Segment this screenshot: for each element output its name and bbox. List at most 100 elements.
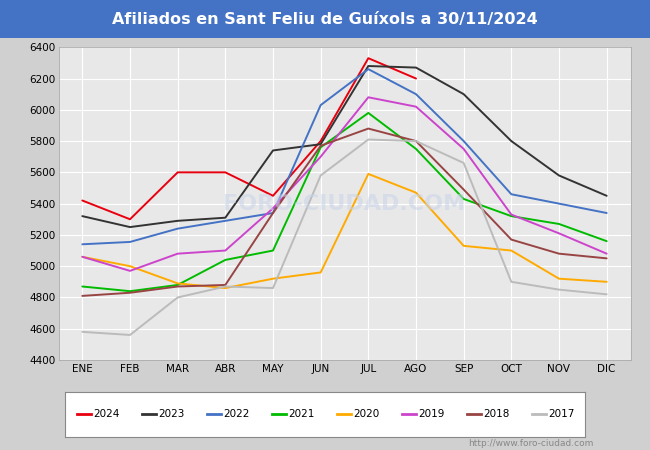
2017 bbox=[460, 160, 467, 166]
2018 bbox=[174, 284, 181, 289]
Line: 2022: 2022 bbox=[83, 69, 606, 244]
2021 bbox=[269, 248, 277, 253]
2021 bbox=[222, 257, 229, 263]
2018 bbox=[412, 138, 420, 144]
Line: 2021: 2021 bbox=[83, 113, 606, 291]
2021 bbox=[412, 146, 420, 152]
2022 bbox=[126, 239, 134, 245]
Line: 2018: 2018 bbox=[83, 129, 606, 296]
2022 bbox=[508, 192, 515, 197]
2018 bbox=[508, 237, 515, 242]
2023 bbox=[555, 173, 563, 178]
2017 bbox=[412, 138, 420, 144]
2024 bbox=[412, 76, 420, 81]
2021 bbox=[603, 238, 610, 244]
2022 bbox=[174, 226, 181, 231]
2021 bbox=[508, 213, 515, 219]
Line: 2023: 2023 bbox=[83, 66, 606, 227]
2021 bbox=[365, 110, 372, 116]
2021 bbox=[460, 196, 467, 202]
Text: 2017: 2017 bbox=[549, 409, 575, 419]
2022 bbox=[603, 210, 610, 216]
2019 bbox=[508, 212, 515, 217]
2019 bbox=[317, 154, 324, 159]
2024 bbox=[365, 55, 372, 61]
Line: 2019: 2019 bbox=[83, 97, 606, 271]
2021 bbox=[126, 288, 134, 294]
2024 bbox=[79, 198, 86, 203]
2020 bbox=[460, 243, 467, 248]
2018 bbox=[365, 126, 372, 131]
Line: 2024: 2024 bbox=[83, 58, 416, 219]
2018 bbox=[126, 290, 134, 296]
Text: 2020: 2020 bbox=[354, 409, 380, 419]
2023 bbox=[603, 193, 610, 198]
2022 bbox=[460, 138, 467, 144]
2018 bbox=[603, 256, 610, 261]
2023 bbox=[126, 225, 134, 230]
2022 bbox=[269, 210, 277, 216]
2023 bbox=[222, 215, 229, 220]
2021 bbox=[174, 282, 181, 288]
2020 bbox=[555, 276, 563, 281]
2019 bbox=[126, 268, 134, 274]
Text: 2018: 2018 bbox=[484, 409, 510, 419]
2024 bbox=[222, 170, 229, 175]
2017 bbox=[126, 332, 134, 338]
2017 bbox=[365, 137, 372, 142]
Line: 2017: 2017 bbox=[83, 140, 606, 335]
2024 bbox=[269, 193, 277, 198]
2021 bbox=[555, 221, 563, 227]
2023 bbox=[460, 91, 467, 97]
2022 bbox=[555, 201, 563, 206]
Line: 2020: 2020 bbox=[83, 174, 606, 288]
2022 bbox=[222, 218, 229, 224]
2017 bbox=[603, 292, 610, 297]
2023 bbox=[508, 138, 515, 144]
2023 bbox=[365, 63, 372, 69]
2022 bbox=[317, 103, 324, 108]
Text: 2021: 2021 bbox=[289, 409, 315, 419]
2019 bbox=[222, 248, 229, 253]
2017 bbox=[269, 285, 277, 291]
2022 bbox=[79, 242, 86, 247]
Text: 2024: 2024 bbox=[94, 409, 120, 419]
2017 bbox=[317, 173, 324, 178]
2023 bbox=[317, 141, 324, 147]
2024 bbox=[174, 170, 181, 175]
2020 bbox=[365, 171, 372, 176]
2018 bbox=[79, 293, 86, 299]
2021 bbox=[79, 284, 86, 289]
2023 bbox=[174, 218, 181, 224]
Text: 2023: 2023 bbox=[159, 409, 185, 419]
2020 bbox=[269, 276, 277, 281]
2019 bbox=[603, 251, 610, 256]
Text: http://www.foro-ciudad.com: http://www.foro-ciudad.com bbox=[468, 439, 593, 448]
2020 bbox=[174, 281, 181, 286]
2018 bbox=[460, 187, 467, 192]
2018 bbox=[555, 251, 563, 256]
2020 bbox=[603, 279, 610, 284]
2018 bbox=[222, 282, 229, 288]
2019 bbox=[460, 146, 467, 152]
2022 bbox=[365, 67, 372, 72]
2024 bbox=[317, 138, 324, 144]
2019 bbox=[555, 231, 563, 236]
2019 bbox=[269, 206, 277, 211]
2017 bbox=[508, 279, 515, 284]
2019 bbox=[365, 94, 372, 100]
2023 bbox=[269, 148, 277, 153]
2022 bbox=[412, 91, 420, 97]
Text: Afiliados en Sant Feliu de Guíxols a 30/11/2024: Afiliados en Sant Feliu de Guíxols a 30/… bbox=[112, 12, 538, 27]
Text: 2019: 2019 bbox=[419, 409, 445, 419]
2017 bbox=[79, 329, 86, 334]
2018 bbox=[269, 210, 277, 216]
2018 bbox=[317, 143, 324, 148]
Text: FORO-CIUDAD.COM: FORO-CIUDAD.COM bbox=[224, 194, 465, 214]
2020 bbox=[508, 248, 515, 253]
2017 bbox=[174, 295, 181, 300]
2020 bbox=[317, 270, 324, 275]
Text: 2022: 2022 bbox=[224, 409, 250, 419]
2019 bbox=[79, 254, 86, 260]
2023 bbox=[79, 213, 86, 219]
